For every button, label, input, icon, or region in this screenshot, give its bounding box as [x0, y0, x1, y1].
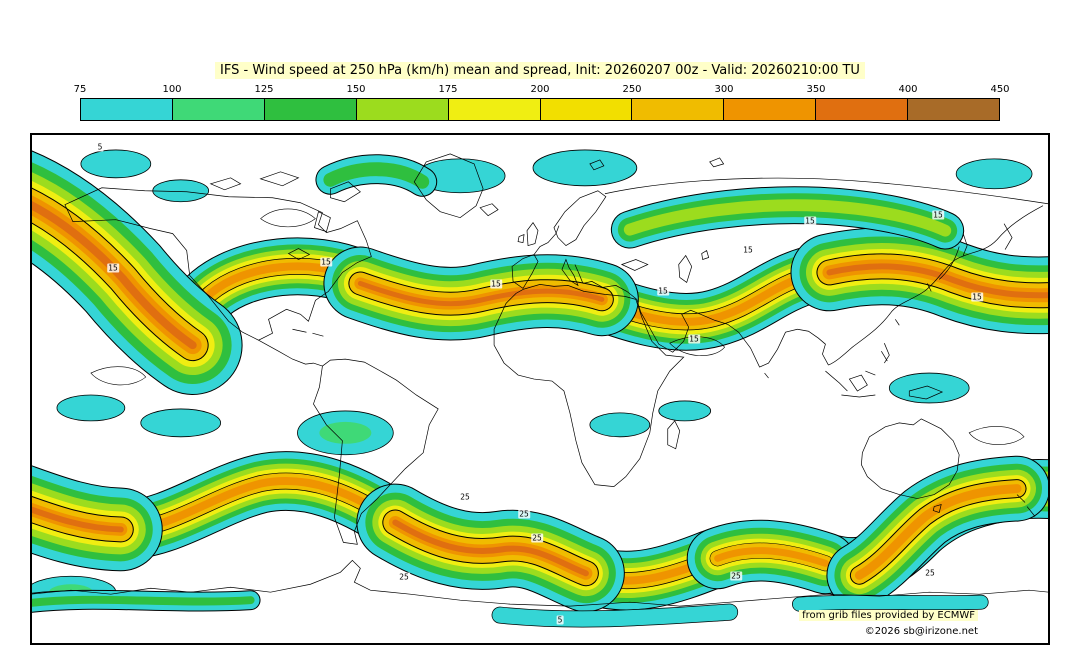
copyright-note: ©2026 sb@irizone.net [864, 626, 978, 637]
colorbar-tick: 150 [346, 84, 366, 95]
jet-stream-south-band [31, 481, 1049, 581]
colorbar-tick: 100 [162, 84, 182, 95]
colorbar-tick: 175 [438, 84, 458, 95]
attribution: from grib files provided by ECMWF ©2026 … [799, 608, 978, 640]
map-frame [31, 134, 1049, 644]
colorbar-tick: 350 [806, 84, 826, 95]
colorbar-segment [632, 99, 725, 120]
colorbar-segment [816, 99, 909, 120]
colorbar-segment [356, 99, 449, 120]
colorbar-tick: 400 [898, 84, 918, 95]
chart-title: IFS - Wind speed at 250 hPa (km/h) mean … [215, 62, 865, 79]
colorbar-segment [908, 99, 1000, 120]
colorbar-tick: 450 [990, 84, 1010, 95]
world-map [30, 133, 1050, 645]
colorbar-segment [172, 99, 265, 120]
chart-title-row: IFS - Wind speed at 250 hPa (km/h) mean … [0, 62, 1080, 79]
coastlines [31, 153, 1049, 607]
data-source-note: from grib files provided by ECMWF [799, 610, 978, 621]
colorbar-segment [448, 99, 541, 120]
colorbar-segment [81, 99, 173, 120]
colorbar-ticks: 75 100 125 150 175 200 250 300 350 400 450 [74, 84, 1010, 96]
colorbar-segments [80, 98, 1000, 121]
colorbar-segment [724, 99, 817, 120]
colorbar-tick: 250 [622, 84, 642, 95]
colorbar-tick: 75 [73, 84, 87, 95]
wind-map-canvas [31, 134, 1049, 644]
colorbar-tick: 200 [530, 84, 550, 95]
colorbar-segment [264, 99, 357, 120]
colorbar-tick: 125 [254, 84, 274, 95]
colorbar-segment [540, 99, 633, 120]
colorbar-tick: 300 [714, 84, 734, 95]
